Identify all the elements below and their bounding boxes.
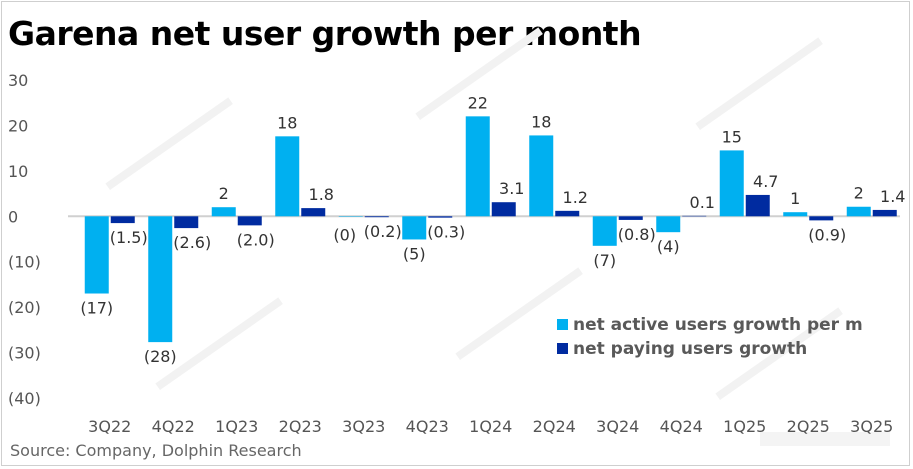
data-label: 15 <box>722 127 742 146</box>
watermark-mark <box>105 97 233 190</box>
x-tick-label: 3Q24 <box>596 417 639 436</box>
data-label: 2 <box>854 184 864 203</box>
data-label: (2.6) <box>173 233 211 252</box>
x-tick-label: 4Q24 <box>660 417 703 436</box>
legend-swatch <box>557 343 568 354</box>
y-tick-label: (20) <box>8 298 41 317</box>
y-tick-label: (30) <box>8 344 41 363</box>
bar-active <box>465 116 490 217</box>
bar-paying <box>428 216 453 218</box>
data-label: (4) <box>657 237 680 256</box>
x-tick-label: 1Q23 <box>215 417 258 436</box>
source-note: Source: Company, Dolphin Research <box>10 441 302 460</box>
bar-paying <box>174 216 199 229</box>
data-label: (0) <box>333 225 356 244</box>
data-label: 1.2 <box>563 188 588 207</box>
bar-active <box>529 135 554 217</box>
y-tick-label: 10 <box>8 162 28 181</box>
data-label: (28) <box>144 347 177 366</box>
bar-active <box>783 212 808 217</box>
legend-label: net active users growth per m <box>573 315 863 335</box>
bar-active <box>846 206 871 217</box>
x-tick-label: 3Q23 <box>342 417 385 436</box>
bar-paying <box>555 210 580 217</box>
x-tick-label: 2Q25 <box>787 417 830 436</box>
data-label: (0.8) <box>618 225 656 244</box>
data-label: (5) <box>403 244 426 263</box>
bar-paying <box>237 216 262 226</box>
bar-active <box>338 216 363 217</box>
bar-paying <box>364 216 389 218</box>
data-label: (0.2) <box>364 222 402 241</box>
x-tick-label: 3Q25 <box>850 417 893 436</box>
bar-paying <box>491 202 516 217</box>
x-tick-label: 2Q23 <box>279 417 322 436</box>
y-tick-label: 0 <box>8 207 18 226</box>
data-label: (0.3) <box>427 223 465 242</box>
bar-active <box>275 136 300 217</box>
bar-active <box>84 216 109 294</box>
x-tick-label: 1Q24 <box>469 417 512 436</box>
data-label: 18 <box>277 113 297 132</box>
y-tick-label: 20 <box>8 116 28 135</box>
watermark-mark <box>760 432 890 446</box>
data-label: (7) <box>593 251 616 270</box>
data-label: 1.8 <box>309 185 334 204</box>
x-tick-label: 1Q25 <box>723 417 766 436</box>
bar-active <box>656 216 681 233</box>
data-label: (17) <box>80 299 113 318</box>
data-label: 22 <box>468 93 488 112</box>
bar-paying <box>618 216 643 220</box>
bar-paying <box>301 208 326 217</box>
watermark-mark <box>715 307 843 401</box>
watermark-mark <box>415 27 543 120</box>
bar-active <box>148 216 173 343</box>
data-label: (1.5) <box>110 228 148 247</box>
data-label: 4.7 <box>753 172 778 191</box>
y-tick-label: (40) <box>8 389 41 408</box>
x-tick-label: 4Q22 <box>152 417 195 436</box>
bar-active <box>592 216 617 246</box>
bar-paying <box>682 215 707 217</box>
data-label: 3.1 <box>499 179 524 198</box>
data-label: (0.9) <box>808 225 846 244</box>
watermark-mark <box>455 267 583 360</box>
data-label: 2 <box>219 184 229 203</box>
data-label: 1 <box>790 189 800 208</box>
bar-paying <box>809 216 834 221</box>
legend-label: net paying users growth <box>573 339 807 359</box>
bar-paying <box>745 194 770 217</box>
watermark-mark <box>695 37 823 131</box>
data-label: 1.4 <box>880 187 905 206</box>
legend-swatch <box>557 319 568 330</box>
x-tick-label: 4Q23 <box>406 417 449 436</box>
bar-paying <box>110 216 135 224</box>
bar-paying <box>872 209 897 217</box>
bar-active <box>402 216 427 240</box>
watermark-mark <box>155 297 283 391</box>
data-label: (2.0) <box>237 230 275 249</box>
bar-active <box>211 207 236 217</box>
y-tick-label: (10) <box>8 253 41 272</box>
data-label: 18 <box>531 112 551 131</box>
y-tick-label: 30 <box>8 71 28 90</box>
bar-active <box>719 150 744 217</box>
x-tick-label: 2Q24 <box>533 417 576 436</box>
data-label: 0.1 <box>690 193 715 212</box>
x-tick-label: 3Q22 <box>88 417 131 436</box>
